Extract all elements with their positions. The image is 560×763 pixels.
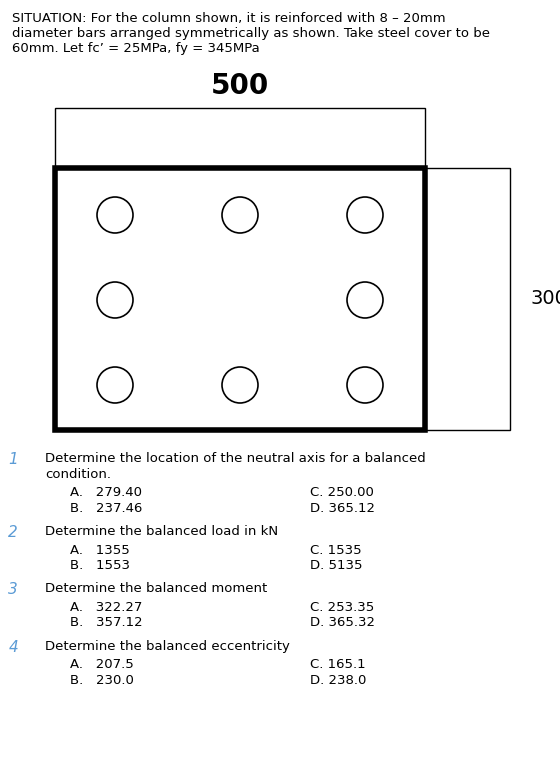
Text: 500: 500 (211, 72, 269, 100)
Text: D. 365.32: D. 365.32 (310, 617, 375, 629)
Text: A.   207.5: A. 207.5 (70, 658, 134, 671)
Text: A.   1355: A. 1355 (70, 543, 130, 556)
Text: 4: 4 (8, 640, 18, 655)
Text: D. 5135: D. 5135 (310, 559, 362, 572)
Text: Determine the balanced load in kN: Determine the balanced load in kN (45, 525, 278, 538)
Ellipse shape (347, 197, 383, 233)
Text: Determine the location of the neutral axis for a balanced: Determine the location of the neutral ax… (45, 452, 426, 465)
Text: Determine the balanced eccentricity: Determine the balanced eccentricity (45, 640, 290, 653)
Text: C. 250.00: C. 250.00 (310, 486, 374, 499)
Bar (425, 168, 510, 430)
Text: B.   1553: B. 1553 (70, 559, 130, 572)
Text: B.   357.12: B. 357.12 (70, 617, 143, 629)
Ellipse shape (222, 367, 258, 403)
Ellipse shape (97, 367, 133, 403)
Text: SITUATION: For the column shown, it is reinforced with 8 – 20mm: SITUATION: For the column shown, it is r… (12, 12, 446, 25)
Ellipse shape (97, 282, 133, 318)
Text: C. 1535: C. 1535 (310, 543, 362, 556)
Ellipse shape (97, 197, 133, 233)
Text: Determine the balanced moment: Determine the balanced moment (45, 582, 267, 595)
Text: D. 238.0: D. 238.0 (310, 674, 366, 687)
Bar (55, 108, 425, 176)
Text: 60mm. Let fc’ = 25MPa, fy = 345MPa: 60mm. Let fc’ = 25MPa, fy = 345MPa (12, 42, 260, 55)
Ellipse shape (347, 282, 383, 318)
Text: 1: 1 (8, 452, 18, 467)
Ellipse shape (222, 197, 258, 233)
Text: 2: 2 (8, 525, 18, 540)
Ellipse shape (347, 367, 383, 403)
Text: C. 253.35: C. 253.35 (310, 601, 374, 614)
Text: B.   230.0: B. 230.0 (70, 674, 134, 687)
Text: condition.: condition. (45, 468, 111, 481)
Text: 300: 300 (530, 289, 560, 308)
Bar (55, 168, 425, 430)
Text: D. 365.12: D. 365.12 (310, 501, 375, 514)
Text: diameter bars arranged symmetrically as shown. Take steel cover to be: diameter bars arranged symmetrically as … (12, 27, 490, 40)
Text: A.   279.40: A. 279.40 (70, 486, 142, 499)
Text: B.   237.46: B. 237.46 (70, 501, 142, 514)
Text: 3: 3 (8, 582, 18, 597)
Text: C. 165.1: C. 165.1 (310, 658, 366, 671)
Text: A.   322.27: A. 322.27 (70, 601, 142, 614)
